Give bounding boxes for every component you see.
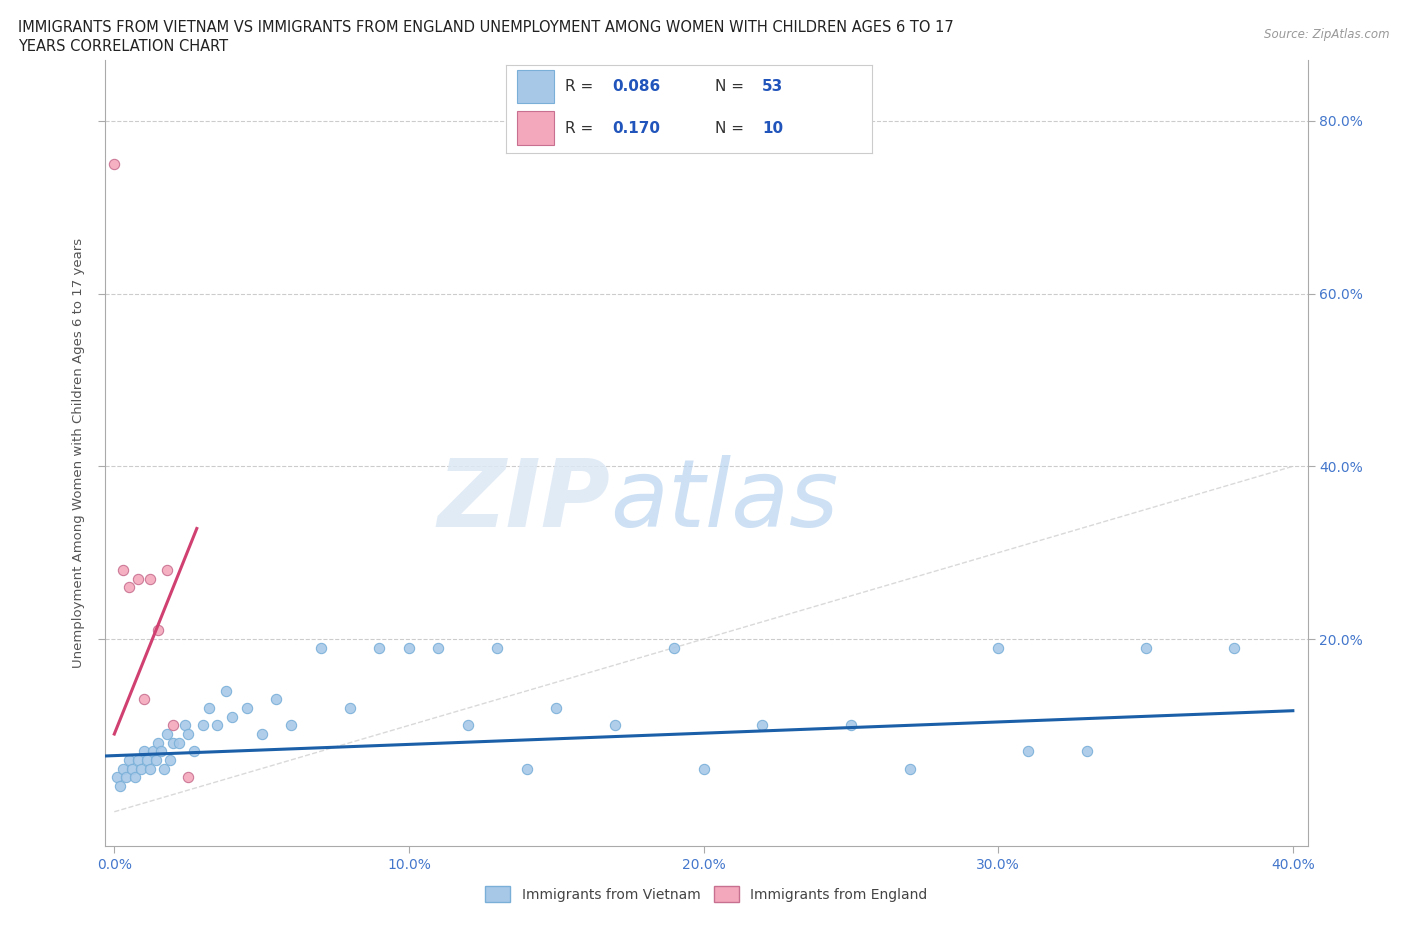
Point bbox=[118, 752, 141, 767]
Point bbox=[191, 718, 214, 733]
Point bbox=[153, 761, 176, 776]
Point bbox=[266, 692, 288, 707]
Text: N =: N = bbox=[714, 121, 748, 136]
Legend: Immigrants from Vietnam, Immigrants from England: Immigrants from Vietnam, Immigrants from… bbox=[481, 882, 932, 906]
Point bbox=[174, 718, 197, 733]
Point bbox=[162, 718, 184, 733]
Point bbox=[115, 770, 138, 785]
Text: 0.086: 0.086 bbox=[612, 79, 661, 94]
Point bbox=[839, 718, 862, 733]
Point bbox=[309, 640, 332, 655]
Point bbox=[112, 563, 135, 578]
Point bbox=[118, 579, 141, 594]
Point bbox=[398, 640, 420, 655]
Text: ZIP: ZIP bbox=[437, 455, 610, 547]
Point bbox=[1076, 744, 1098, 759]
Text: R =: R = bbox=[565, 121, 598, 136]
Point bbox=[692, 761, 714, 776]
Point bbox=[132, 692, 155, 707]
Point bbox=[516, 761, 538, 776]
Point bbox=[132, 744, 155, 759]
Point bbox=[1135, 640, 1157, 655]
Point bbox=[546, 700, 568, 715]
Point bbox=[221, 710, 243, 724]
FancyBboxPatch shape bbox=[517, 111, 554, 145]
Point bbox=[150, 744, 173, 759]
Text: 0.170: 0.170 bbox=[612, 121, 661, 136]
Point bbox=[427, 640, 450, 655]
Point bbox=[280, 718, 302, 733]
Text: atlas: atlas bbox=[610, 455, 838, 546]
Point bbox=[124, 770, 146, 785]
Point bbox=[103, 156, 125, 171]
Point bbox=[236, 700, 259, 715]
Point bbox=[156, 726, 179, 741]
Point bbox=[339, 700, 361, 715]
Point bbox=[177, 726, 200, 741]
Point bbox=[159, 752, 181, 767]
Point bbox=[898, 761, 921, 776]
Point bbox=[135, 752, 157, 767]
Point bbox=[1017, 744, 1039, 759]
Point bbox=[138, 571, 160, 586]
Point bbox=[127, 752, 149, 767]
Point bbox=[156, 563, 179, 578]
Point bbox=[1223, 640, 1246, 655]
Point bbox=[142, 744, 165, 759]
Point bbox=[486, 640, 509, 655]
Point bbox=[121, 761, 143, 776]
Text: YEARS CORRELATION CHART: YEARS CORRELATION CHART bbox=[18, 39, 228, 54]
Point bbox=[605, 718, 627, 733]
Text: N =: N = bbox=[714, 79, 748, 94]
Point bbox=[207, 718, 229, 733]
Point bbox=[129, 761, 152, 776]
Point bbox=[138, 761, 160, 776]
Point bbox=[105, 770, 128, 785]
Text: R =: R = bbox=[565, 79, 598, 94]
Point bbox=[197, 700, 219, 715]
Point bbox=[987, 640, 1010, 655]
FancyBboxPatch shape bbox=[517, 70, 554, 103]
Point bbox=[162, 736, 184, 751]
Point bbox=[177, 770, 200, 785]
Point bbox=[127, 571, 149, 586]
Point bbox=[751, 718, 773, 733]
Point bbox=[368, 640, 391, 655]
Point bbox=[148, 623, 170, 638]
Point bbox=[215, 684, 238, 698]
Text: 53: 53 bbox=[762, 79, 783, 94]
Point bbox=[250, 726, 273, 741]
Text: IMMIGRANTS FROM VIETNAM VS IMMIGRANTS FROM ENGLAND UNEMPLOYMENT AMONG WOMEN WITH: IMMIGRANTS FROM VIETNAM VS IMMIGRANTS FR… bbox=[18, 20, 955, 35]
Y-axis label: Unemployment Among Women with Children Ages 6 to 17 years: Unemployment Among Women with Children A… bbox=[72, 238, 86, 669]
Point bbox=[148, 736, 170, 751]
Point bbox=[183, 744, 205, 759]
Point bbox=[112, 761, 135, 776]
Point bbox=[108, 778, 131, 793]
Point bbox=[167, 736, 190, 751]
Point bbox=[662, 640, 685, 655]
Text: 10: 10 bbox=[762, 121, 783, 136]
Point bbox=[457, 718, 479, 733]
Text: Source: ZipAtlas.com: Source: ZipAtlas.com bbox=[1264, 28, 1389, 41]
Point bbox=[145, 752, 167, 767]
